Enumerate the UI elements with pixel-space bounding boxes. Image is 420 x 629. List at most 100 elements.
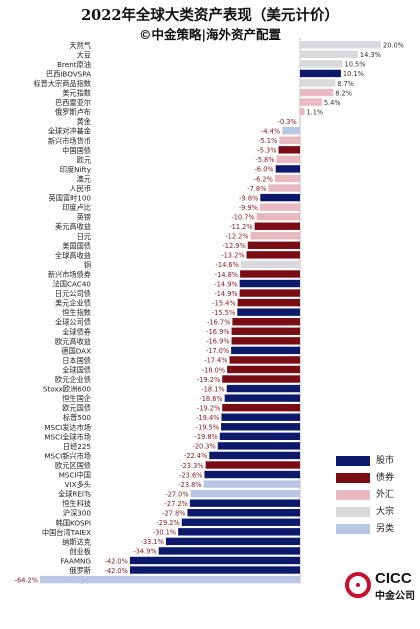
value-label: 10.1% [343, 70, 364, 78]
category-label: 日经225 [63, 442, 91, 451]
bar [227, 365, 300, 374]
legend-swatch [336, 456, 370, 466]
category-label: 德国DAX [61, 346, 91, 355]
value-label: -11.2% [229, 223, 252, 231]
category-label: 日元 [77, 232, 91, 241]
value-label: -23.3% [180, 462, 203, 470]
category-label: Stoxx欧洲600 [43, 385, 92, 394]
value-label: -14.8% [215, 271, 238, 279]
value-label: -15.5% [212, 309, 235, 317]
value-label: -12.9% [222, 242, 245, 250]
category-label: MSCI新兴市场 [44, 451, 91, 460]
bar [229, 356, 300, 364]
value-label: -5.3% [257, 147, 276, 155]
category-label: 大豆 [77, 50, 91, 59]
logo-text-en: CICC [375, 570, 412, 587]
legend-label: 外汇 [376, 490, 395, 500]
value-label: -34.9% [133, 548, 156, 556]
value-label: -42.0% [105, 567, 128, 575]
legend-item: 债券 [336, 471, 416, 485]
legend-item: 另类 [336, 522, 416, 536]
category-label: 美元企业债 [55, 299, 91, 308]
bar [190, 489, 300, 498]
bar [300, 79, 336, 87]
category-label: 新兴市场货币 [48, 136, 91, 145]
bar [279, 136, 300, 144]
legend-swatch [336, 473, 370, 483]
category-label: 韩国KOSPI [56, 518, 91, 527]
bar [300, 41, 381, 49]
value-label: -19.2% [197, 404, 220, 412]
category-label: 巴西雷亚尔 [55, 98, 91, 107]
category-label: 美国国债 [62, 241, 91, 250]
bar [221, 413, 300, 421]
category-label: 恒生指数 [62, 308, 91, 317]
legend-swatch [336, 524, 370, 534]
category-label: 纳斯达克 [62, 537, 91, 546]
value-label: 10.5% [345, 61, 366, 69]
bar [240, 260, 300, 269]
category-label: 英镑 [77, 213, 91, 222]
value-label: -15.4% [212, 299, 235, 307]
value-label: -14.9% [214, 290, 237, 298]
category-label: 日元公司债 [55, 289, 91, 298]
bar [205, 461, 300, 469]
category-label: 全球对冲基金 [48, 127, 91, 136]
value-label: -27.0% [165, 490, 188, 498]
category-label: 欧元企业债 [55, 375, 91, 384]
value-label: -33.1% [141, 538, 164, 546]
bar [178, 528, 300, 536]
value-label: -0.3% [278, 118, 297, 126]
legend-item: 外汇 [336, 488, 416, 502]
bar [259, 203, 300, 211]
bar [300, 88, 334, 97]
legend-label: 债券 [376, 473, 395, 483]
value-label: 1.1% [306, 108, 323, 116]
category-label: 全球高收益 [55, 251, 91, 260]
category-label: 法国CAC40 [53, 280, 92, 289]
value-label: -16.9% [206, 338, 229, 346]
category-label: 俄罗斯 [69, 566, 91, 575]
legend-item: 股市 [336, 454, 416, 468]
value-label: -17.0% [206, 347, 229, 355]
value-label: -12.2% [225, 233, 248, 241]
bar [237, 308, 300, 316]
category-label: 美元高收益 [55, 222, 91, 231]
bar [189, 499, 300, 507]
legend-label: 股市 [376, 456, 395, 466]
bar [219, 432, 300, 441]
category-label: 全球公司债 [55, 318, 91, 327]
bar [298, 117, 300, 125]
category-label: 黄金 [77, 117, 91, 126]
bar [39, 575, 301, 584]
bar [254, 222, 300, 230]
bar [237, 298, 300, 307]
bar [246, 251, 300, 259]
bar [282, 127, 300, 135]
bar [239, 279, 300, 288]
value-label: -22.4% [184, 452, 207, 460]
cicc-logo: CICC 中金公司 [345, 568, 417, 604]
category-label: 全球债券 [62, 327, 91, 336]
value-label: -30.1% [153, 529, 176, 537]
bar [209, 451, 300, 460]
value-label: 14.3% [360, 51, 381, 59]
value-label: 8.7% [337, 80, 354, 88]
value-label: -4.4% [261, 128, 280, 136]
value-label: -17.4% [204, 357, 227, 365]
category-label: 中国台湾TAIEX [42, 528, 91, 537]
category-label: 天然气 [69, 41, 91, 50]
category-label: 恒生国企 [62, 394, 91, 403]
category-label: 印度卢比 [62, 203, 91, 212]
legend-swatch [336, 490, 370, 500]
category-label: 英国富时100 [49, 194, 92, 203]
value-label: -14.9% [214, 280, 237, 288]
bar [187, 509, 300, 517]
category-label: 人民币 [69, 184, 91, 193]
bar [240, 270, 300, 278]
value-label: -19.4% [196, 414, 219, 422]
value-label: -27.8% [162, 510, 185, 518]
category-label: 恒生科技 [62, 499, 91, 508]
value-label: -16.7% [207, 319, 230, 327]
